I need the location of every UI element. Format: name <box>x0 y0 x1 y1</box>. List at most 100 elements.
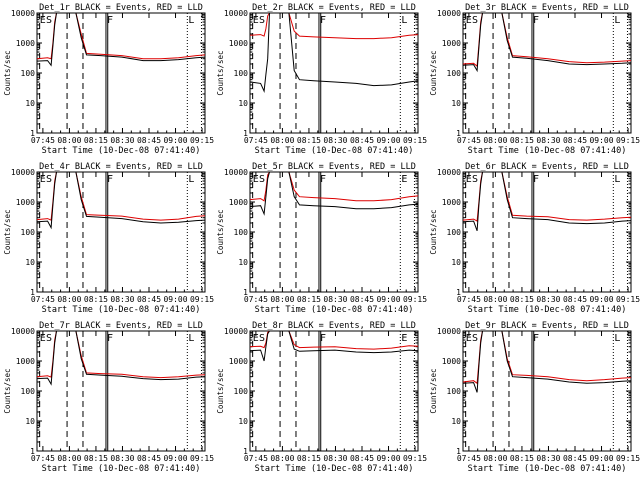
y-axis-label: Counts/sec <box>429 368 438 413</box>
x-tick-label: 08:45 <box>350 136 374 145</box>
event-marker-label: E <box>466 15 472 26</box>
y-tick-label: 10000 <box>437 9 461 18</box>
y-axis-label: Counts/sec <box>3 50 12 95</box>
y-tick-label: 100 <box>447 387 462 396</box>
x-tick-label: 08:30 <box>323 295 347 304</box>
x-axis-label: Start Time (10-Dec-08 07:41:40) <box>255 146 414 156</box>
y-tick-label: 1 <box>30 288 35 297</box>
series-events-black-line <box>250 13 418 93</box>
x-tick-label: 07:45 <box>457 136 481 145</box>
y-tick-label: 10 <box>238 99 248 108</box>
x-tick-label: 09:15 <box>616 454 640 463</box>
y-tick-label: 1000 <box>16 357 35 366</box>
x-tick-label: 09:00 <box>589 136 613 145</box>
y-axis-label: Counts/sec <box>3 368 12 413</box>
y-tick-label: 10000 <box>224 168 248 177</box>
x-tick-label: 08:00 <box>270 295 294 304</box>
event-marker-label: L <box>401 15 407 26</box>
x-tick-label: 08:45 <box>350 454 374 463</box>
y-axis-label: Counts/sec <box>216 368 225 413</box>
chart-title: Det_6r BLACK = Events, RED = LLD <box>465 162 629 172</box>
series-events-black-line <box>463 172 631 231</box>
series-lld-red-line <box>250 331 418 350</box>
x-tick-label: 07:45 <box>457 454 481 463</box>
x-tick-label: 08:00 <box>57 136 81 145</box>
event-marker-label: E <box>466 174 472 185</box>
event-marker-label: E <box>466 333 472 344</box>
event-marker-label: S <box>472 15 478 26</box>
event-marker-label: S <box>46 174 52 185</box>
event-marker-label: L <box>188 333 194 344</box>
plot-frame <box>462 330 632 452</box>
y-tick-label: 10 <box>451 417 461 426</box>
x-tick-label: 07:45 <box>244 136 268 145</box>
y-tick-label: 10 <box>25 258 35 267</box>
series-events-black-line <box>37 331 205 386</box>
x-tick-label: 09:15 <box>403 136 427 145</box>
x-tick-label: 08:30 <box>110 136 134 145</box>
plot-frame <box>249 12 419 134</box>
x-tick-label: 09:00 <box>163 454 187 463</box>
event-marker-label: S <box>259 174 265 185</box>
x-tick-label: 08:00 <box>270 454 294 463</box>
chart-panel-3: Det_3r BLACK = Events, RED = LLD 1 10 100 10… <box>429 3 640 156</box>
x-axis-label: Start Time (10-Dec-08 07:41:40) <box>255 464 414 474</box>
plot-frame <box>36 330 206 452</box>
x-tick-label: 08:00 <box>57 295 81 304</box>
series-events-black-line <box>463 331 631 393</box>
y-axis-label: Counts/sec <box>216 50 225 95</box>
y-tick-label: 10 <box>451 99 461 108</box>
x-tick-label: 07:45 <box>31 295 55 304</box>
x-tick-label: 09:00 <box>376 295 400 304</box>
y-tick-label: 100 <box>447 69 462 78</box>
y-tick-label: 10 <box>25 99 35 108</box>
plot-frame <box>462 171 632 293</box>
x-tick-label: 09:15 <box>190 136 214 145</box>
x-tick-label: 08:30 <box>536 454 560 463</box>
event-marker-label: L <box>614 174 620 185</box>
y-tick-label: 10000 <box>11 168 35 177</box>
series-events-black-line <box>250 331 418 362</box>
x-axis-label: Start Time (10-Dec-08 07:41:40) <box>468 305 627 315</box>
x-tick-label: 08:15 <box>510 454 534 463</box>
plot-frame <box>249 171 419 293</box>
y-tick-label: 1000 <box>442 39 461 48</box>
series-lld-red-line <box>250 13 418 40</box>
series-lld-red-line <box>37 13 205 60</box>
y-tick-label: 10000 <box>11 9 35 18</box>
y-tick-label: 10000 <box>224 327 248 336</box>
x-tick-label: 09:00 <box>589 295 613 304</box>
x-axis-label: Start Time (10-Dec-08 07:41:40) <box>42 146 201 156</box>
event-marker-label: S <box>259 333 265 344</box>
y-tick-label: 1000 <box>16 198 35 207</box>
x-tick-label: 08:15 <box>510 295 534 304</box>
x-tick-label: 09:15 <box>616 295 640 304</box>
x-tick-label: 09:00 <box>376 136 400 145</box>
plot-frame <box>36 171 206 293</box>
series-events-black-line <box>250 172 418 216</box>
y-tick-label: 10000 <box>437 327 461 336</box>
event-marker-label: S <box>472 333 478 344</box>
event-marker-label: F <box>107 15 113 26</box>
y-axis-label: Counts/sec <box>429 50 438 95</box>
y-tick-label: 100 <box>234 69 249 78</box>
x-tick-label: 08:30 <box>323 454 347 463</box>
x-tick-label: 08:00 <box>483 136 507 145</box>
event-marker-label: F <box>107 174 113 185</box>
series-lld-red-line <box>37 331 205 379</box>
x-tick-label: 08:45 <box>137 295 161 304</box>
event-marker-label: E <box>253 15 259 26</box>
event-marker-label: E <box>40 333 46 344</box>
y-tick-label: 1 <box>30 447 35 456</box>
event-marker-label: F <box>533 333 539 344</box>
x-tick-label: 08:30 <box>110 454 134 463</box>
x-tick-label: 07:45 <box>31 454 55 463</box>
event-marker-label: F <box>320 15 326 26</box>
y-tick-label: 1000 <box>16 39 35 48</box>
y-axis-label: Counts/sec <box>3 209 12 254</box>
x-tick-label: 09:15 <box>403 295 427 304</box>
x-tick-label: 08:00 <box>483 454 507 463</box>
event-marker-label: L <box>188 174 194 185</box>
x-tick-label: 08:45 <box>563 295 587 304</box>
event-marker-label: E <box>253 174 259 185</box>
